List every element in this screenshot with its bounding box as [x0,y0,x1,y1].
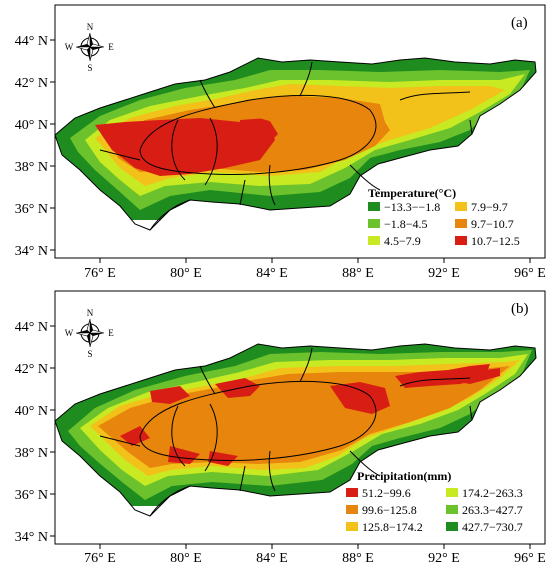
legend-label: 51.2−99.6 [362,486,411,500]
legend-label: 263.3−427.7 [462,503,523,517]
panel-a-y-ticks: 44° N 42° N 40° N 38° N 36° N 34° N [15,34,55,259]
lat-tick-label: 44° N [15,320,48,335]
legend-swatch [455,219,467,228]
legend-swatch [446,522,458,531]
compass-south-label: S [87,63,92,73]
legend-label: 125.8−174.2 [362,520,423,534]
lon-tick-label: 92° E [428,266,460,281]
compass-icon: N S E W [65,22,115,73]
legend-swatch [446,488,458,497]
panel-a-label: (a) [511,15,528,31]
legend-swatch [368,202,380,211]
panel-a-x-ticks: 76° E 80° E 84° E 88° E 92° E 96° E [84,258,546,281]
legend-label: 174.2−263.3 [462,486,523,500]
legend-swatch [346,522,358,531]
legend-label: −13.3−−1.8 [384,200,440,214]
lat-tick-label: 44° N [15,34,48,49]
panel-b-label: (b) [511,301,529,317]
compass-west-label: W [65,42,74,52]
panel-b-y-ticks: 44° N 42° N 40° N 38° N 36° N 34° N [15,320,55,545]
lon-tick-label: 80° E [170,266,202,281]
legend-label: 99.6−125.8 [362,503,417,517]
lon-tick-label: 96° E [514,551,546,566]
legend-swatch [455,236,467,245]
lat-tick-label: 34° N [15,244,48,259]
panel-b: 44° N 42° N 40° N 38° N 36° N 34° N 76° … [15,290,546,566]
compass-north-label: N [87,22,94,32]
panel-b-x-ticks: 76° E 80° E 84° E 88° E 92° E 96° E [84,544,546,566]
legend-label: 7.9−9.7 [471,200,508,214]
compass-icon: N S E W [65,308,115,359]
lon-tick-label: 84° E [256,551,288,566]
compass-east-label: E [108,42,114,52]
lon-tick-label: 96° E [514,266,546,281]
compass-south-label: S [87,349,92,359]
legend-label: −1.8−4.5 [384,217,428,231]
lon-tick-label: 76° E [84,551,116,566]
lat-tick-label: 38° N [15,160,48,175]
lon-tick-label: 88° E [342,266,374,281]
lon-tick-label: 92° E [428,551,460,566]
lon-tick-label: 84° E [256,266,288,281]
legend-label: 427.7−730.7 [462,520,523,534]
panel-b-legend: Precipitation(mm) 51.2−99.6 174.2−263.3 … [346,469,523,534]
compass-west-label: W [65,328,74,338]
panel-a: 44° N 42° N 40° N 38° N 36° N 34° N 76° … [15,4,546,281]
legend-title: Temperature(°C) [368,186,456,200]
panel-a-legend: Temperature(°C) −13.3−−1.8 7.9−9.7 −1.8−… [368,186,520,248]
compass-north-label: N [87,308,94,318]
lat-tick-label: 42° N [15,362,48,377]
legend-label: 4.5−7.9 [384,234,421,248]
lon-tick-label: 76° E [84,266,116,281]
legend-swatch [346,488,358,497]
lat-tick-label: 40° N [15,118,48,133]
lat-tick-label: 36° N [15,202,48,217]
legend-swatch [346,505,358,514]
lon-tick-label: 80° E [170,551,202,566]
lat-tick-label: 40° N [15,404,48,419]
lat-tick-label: 42° N [15,76,48,91]
compass-east-label: E [108,328,114,338]
legend-label: 10.7−12.5 [471,234,520,248]
legend-swatch [446,505,458,514]
lat-tick-label: 36° N [15,488,48,503]
legend-swatch [368,236,380,245]
legend-swatch [368,219,380,228]
lat-tick-label: 38° N [15,446,48,461]
legend-swatch [455,202,467,211]
lon-tick-label: 88° E [342,551,374,566]
legend-title: Precipitation(mm) [357,469,451,483]
legend-label: 9.7−10.7 [471,217,514,231]
lat-tick-label: 34° N [15,530,48,545]
